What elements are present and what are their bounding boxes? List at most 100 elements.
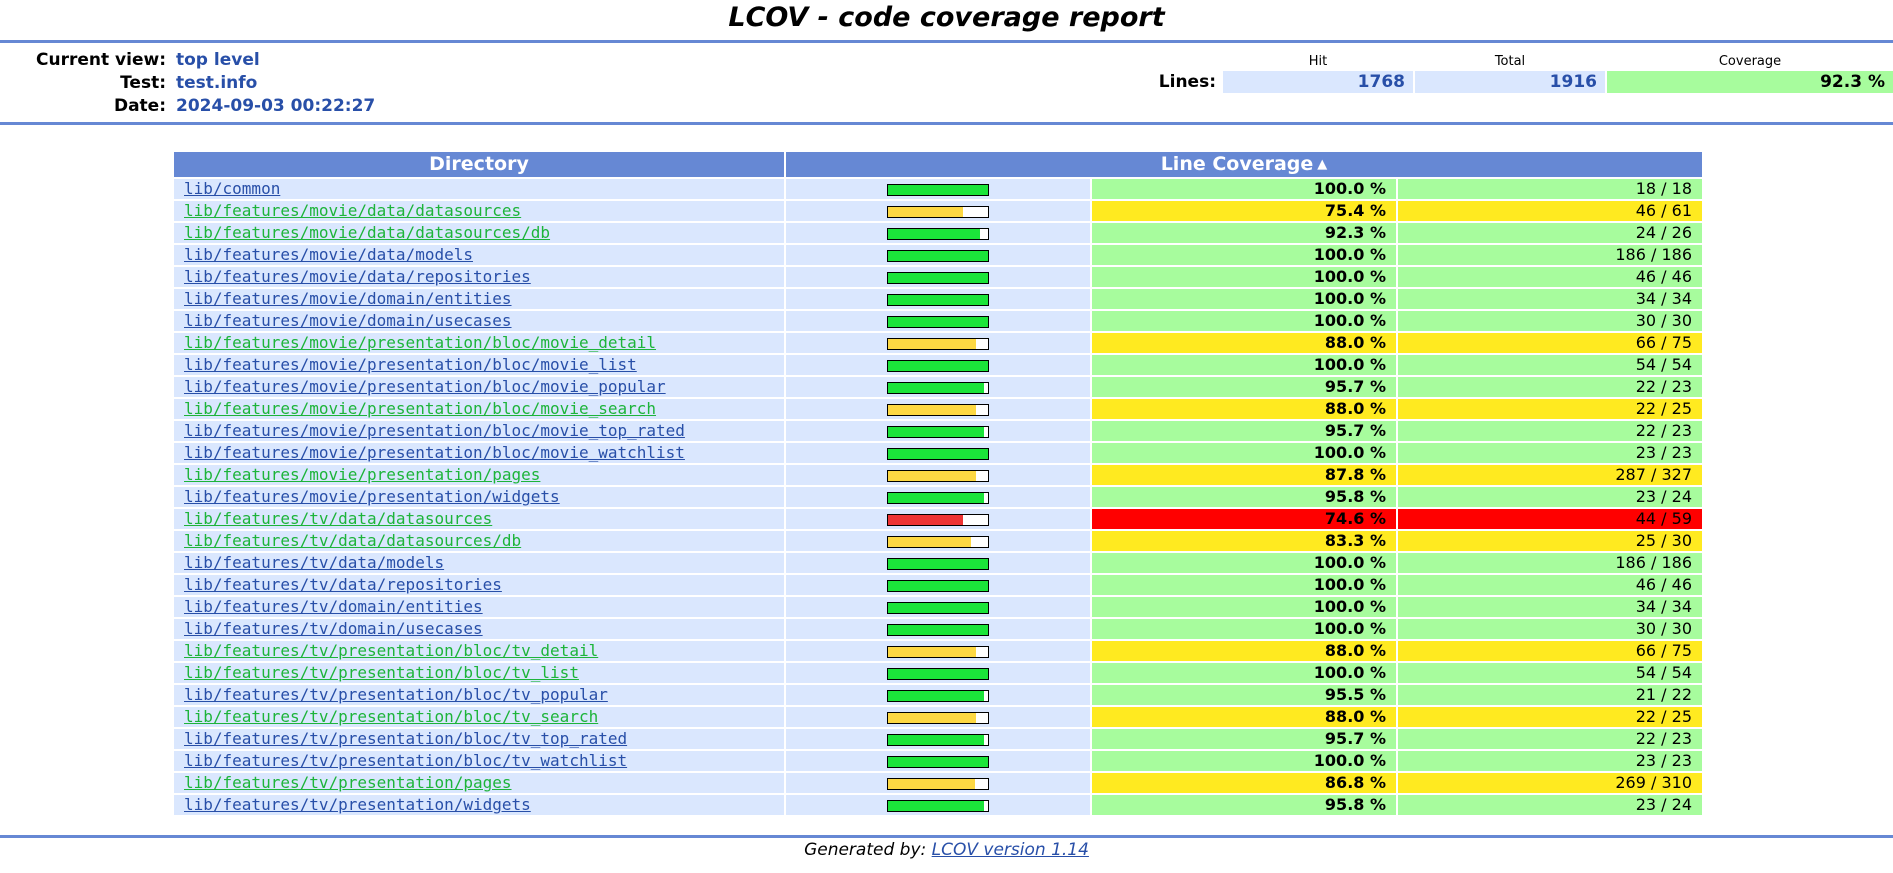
directory-link[interactable]: lib/features/tv/presentation/bloc/tv_wat… [184,751,628,770]
table-row: lib/features/tv/presentation/bloc/tv_wat… [174,750,1702,771]
directory-link[interactable]: lib/features/tv/presentation/bloc/tv_top… [184,729,628,748]
table-row: lib/features/movie/data/datasources 75.4 … [174,200,1702,221]
coverage-bar-fill [888,228,981,239]
coverage-bar [887,293,989,306]
coverage-percent: 95.7 % [1092,376,1396,397]
directory-cell: lib/features/tv/presentation/bloc/tv_top… [174,728,784,749]
coverage-ratio: 44 / 59 [1398,508,1702,529]
coverage-bar-cell [786,464,1090,485]
coverage-percent: 100.0 % [1092,288,1396,309]
directory-link[interactable]: lib/features/movie/presentation/bloc/mov… [184,399,657,418]
coverage-ratio: 34 / 34 [1398,288,1702,309]
directory-link[interactable]: lib/features/movie/presentation/bloc/mov… [184,333,657,352]
sort-arrows-icon[interactable]: ▲︎ [1317,156,1328,172]
coverage-ratio: 30 / 30 [1398,310,1702,331]
coverage-percent: 95.8 % [1092,794,1396,815]
directory-link[interactable]: lib/features/tv/data/models [184,553,445,572]
coverage-bar-cell [786,266,1090,287]
directory-link[interactable]: lib/features/movie/presentation/widgets [184,487,560,506]
coverage-ratio: 22 / 25 [1398,398,1702,419]
directory-link[interactable]: lib/features/tv/presentation/widgets [184,795,531,814]
coverage-bar-cell [786,508,1090,529]
table-row: lib/features/tv/data/datasources 74.6 % 44… [174,508,1702,529]
directory-link[interactable]: lib/features/movie/data/datasources/db [184,223,551,242]
table-row: lib/features/movie/presentation/bloc/mov… [174,442,1702,463]
directory-cell: lib/features/movie/presentation/bloc/mov… [174,420,784,441]
directory-link[interactable]: lib/features/tv/presentation/bloc/tv_pop… [184,685,608,704]
table-row: lib/features/movie/data/datasources/db 92… [174,222,1702,243]
directory-cell: lib/features/tv/domain/entities [174,596,784,617]
coverage-bar-cell [786,728,1090,749]
table-row: lib/features/movie/presentation/widgets 9… [174,486,1702,507]
coverage-bar [887,535,989,548]
coverage-bar-cell [786,794,1090,815]
table-row: lib/features/movie/domain/usecases 100.0 … [174,310,1702,331]
table-row: lib/features/tv/data/datasources/db 83.3 … [174,530,1702,551]
coverage-bar-fill [888,756,988,767]
directory-link[interactable]: lib/features/movie/presentation/bloc/mov… [184,355,637,374]
directory-cell: lib/common [174,178,784,199]
directory-link[interactable]: lib/features/movie/domain/usecases [184,311,512,330]
coverage-bar-fill [888,316,988,327]
coverage-ratio: 22 / 25 [1398,706,1702,727]
coverage-ratio: 21 / 22 [1398,684,1702,705]
directory-link[interactable]: lib/common [184,179,281,198]
directory-link[interactable]: lib/features/tv/data/datasources/db [184,531,522,550]
directory-link[interactable]: lib/features/movie/domain/entities [184,289,512,308]
directory-cell: lib/features/movie/presentation/bloc/mov… [174,354,784,375]
coverage-percent: 88.0 % [1092,398,1396,419]
coverage-bar-fill [888,778,975,789]
coverage-bar-cell [786,178,1090,199]
coverage-bar [887,799,989,812]
coverage-bar-fill [888,602,988,613]
coverage-bar [887,227,989,240]
directory-link[interactable]: lib/features/tv/presentation/bloc/tv_lis… [184,663,579,682]
coverage-ratio: 46 / 46 [1398,574,1702,595]
directory-column-header[interactable]: Directory [174,152,784,177]
directory-link[interactable]: lib/features/tv/domain/usecases [184,619,483,638]
directory-link[interactable]: lib/features/movie/presentation/bloc/mov… [184,377,666,396]
lcov-version-link[interactable]: LCOV version 1.14 [931,840,1089,860]
directory-link[interactable]: lib/features/tv/domain/entities [184,597,483,616]
directory-cell: lib/features/movie/presentation/bloc/mov… [174,332,784,353]
date-label: Date: [113,96,166,116]
coverage-ratio: 54 / 54 [1398,662,1702,683]
coverage-bar [887,491,989,504]
coverage-percent: 88.0 % [1092,640,1396,661]
table-row: lib/features/movie/domain/entities 100.0 … [174,288,1702,309]
coverage-bar-fill [888,426,984,437]
directory-link[interactable]: lib/features/tv/data/repositories [184,575,502,594]
coverage-bar [887,755,989,768]
table-row: lib/features/movie/presentation/bloc/mov… [174,398,1702,419]
coverage-ratio: 23 / 23 [1398,750,1702,771]
directory-link[interactable]: lib/features/movie/data/repositories [184,267,531,286]
coverage-ratio: 23 / 24 [1398,486,1702,507]
directory-link[interactable]: lib/features/tv/presentation/pages [184,773,512,792]
directory-link[interactable]: lib/features/movie/data/models [184,245,473,264]
directory-link[interactable]: lib/features/tv/data/datasources [184,509,493,528]
coverage-percent: 100.0 % [1092,574,1396,595]
hit-heading: Hit [1308,54,1328,69]
directory-link[interactable]: lib/features/movie/data/datasources [184,201,522,220]
coverage-bar [887,513,989,526]
directory-link[interactable]: lib/features/movie/presentation/bloc/mov… [184,443,685,462]
coverage-percent: 100.0 % [1092,552,1396,573]
line-coverage-column-header[interactable]: Line Coverage ▲︎ [786,152,1702,177]
coverage-percent: 83.3 % [1092,530,1396,551]
coverage-bar-cell [786,552,1090,573]
coverage-bar-fill [888,404,976,415]
coverage-bar-cell [786,222,1090,243]
directory-link[interactable]: lib/features/tv/presentation/bloc/tv_sea… [184,707,599,726]
coverage-ratio: 46 / 61 [1398,200,1702,221]
header-bottom-ruler [0,122,1893,125]
report-info: Current view: top level Test: test.info Da… [0,48,375,117]
table-row: lib/features/tv/data/models 100.0 % 186 / … [174,552,1702,573]
coverage-bar-cell [786,618,1090,639]
directory-link[interactable]: lib/features/movie/presentation/pages [184,465,541,484]
coverage-bar-cell [786,486,1090,507]
coverage-bar-fill [888,668,988,679]
coverage-ratio: 22 / 23 [1398,376,1702,397]
directory-link[interactable]: lib/features/movie/presentation/bloc/mov… [184,421,685,440]
directory-link[interactable]: lib/features/tv/presentation/bloc/tv_det… [184,641,599,660]
coverage-ratio: 24 / 26 [1398,222,1702,243]
